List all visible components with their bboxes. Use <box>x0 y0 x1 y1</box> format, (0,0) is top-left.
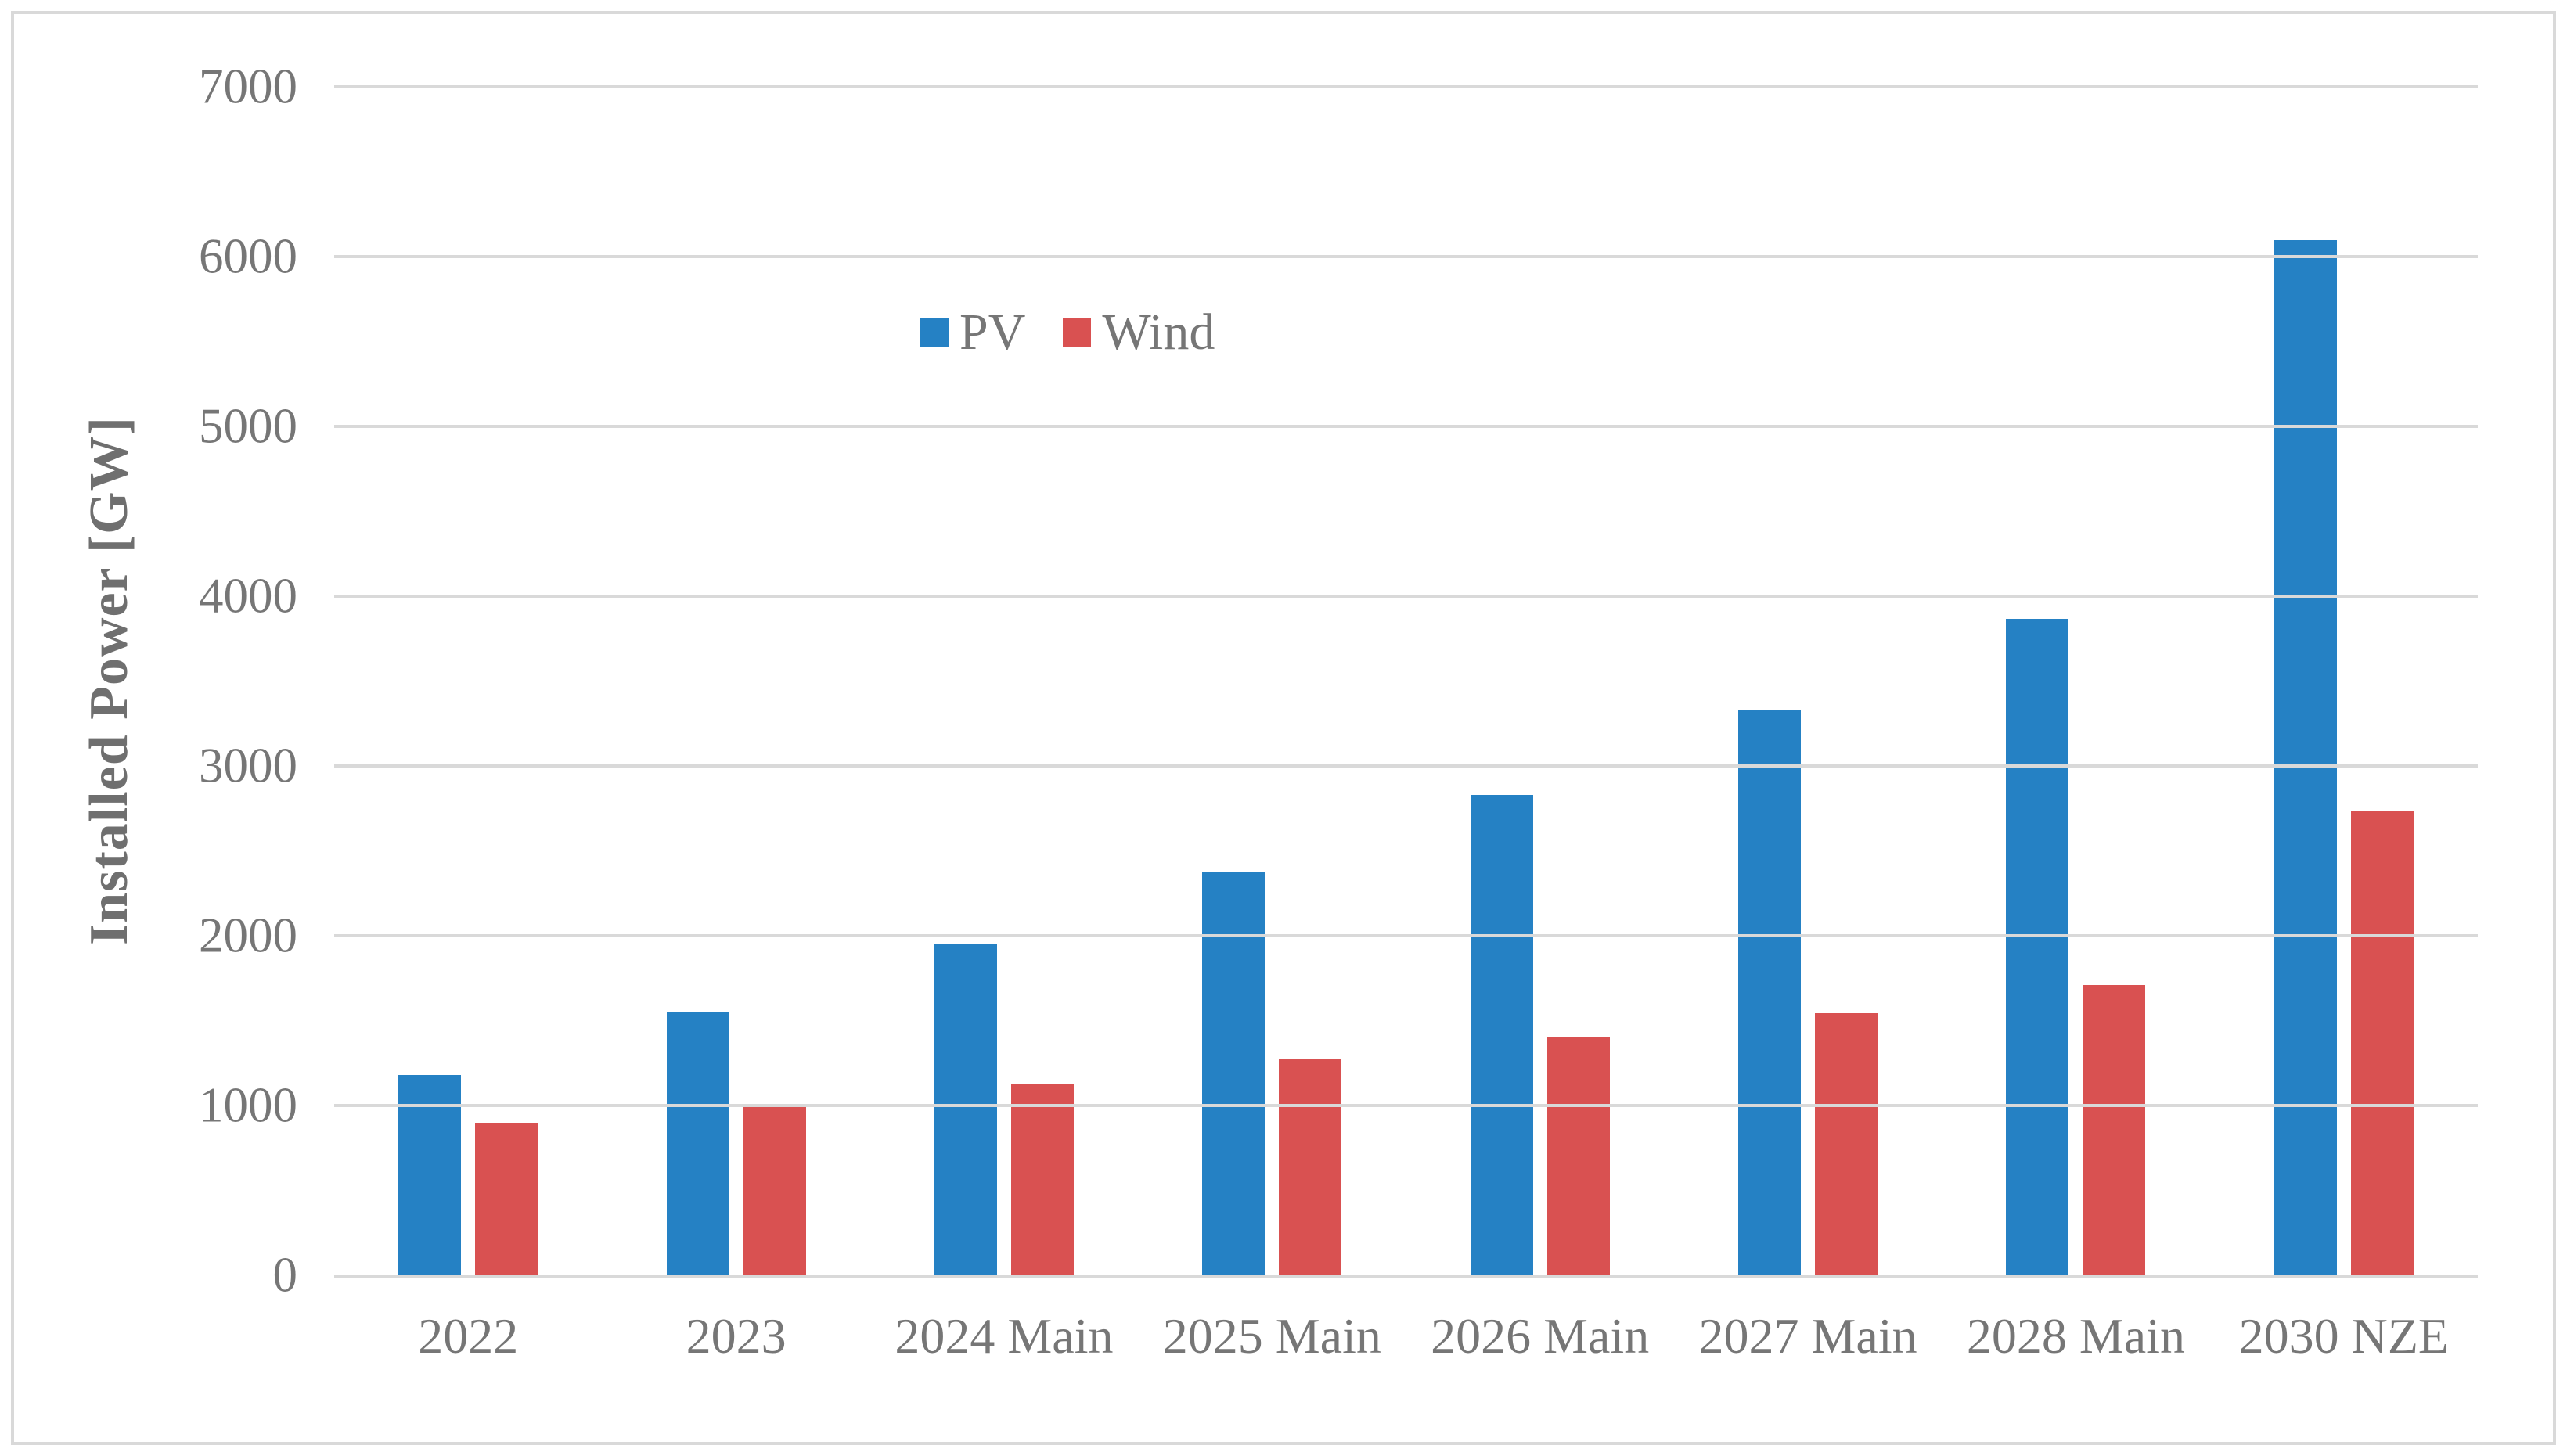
gridline-5000 <box>334 425 2478 428</box>
y-tick-label-5000: 5000 <box>199 398 297 454</box>
gridline-3000 <box>334 764 2478 768</box>
bar-pv-2027 Main <box>1738 710 1802 1275</box>
bar-pv-2025 Main <box>1202 872 1265 1275</box>
bar-wind-2024 Main <box>1010 1084 1074 1275</box>
bar-wind-2027 Main <box>1815 1012 1878 1275</box>
x-tick-label-2026 Main: 2026 Main <box>1431 1308 1650 1364</box>
bar-pv-2030 NZE <box>2274 240 2337 1275</box>
gridline-1000 <box>334 1104 2478 1107</box>
bar-wind-2030 NZE <box>2350 811 2414 1275</box>
bar-group-2028 Main <box>1942 87 2209 1275</box>
x-tick-label-2024 Main: 2024 Main <box>895 1308 1114 1364</box>
bar-wind-2028 Main <box>2083 984 2146 1275</box>
bar-groups <box>334 87 2478 1275</box>
x-tick-label-2022: 2022 <box>418 1308 519 1364</box>
bar-wind-2023 <box>743 1105 806 1275</box>
x-tick-label-2027 Main: 2027 Main <box>1698 1308 1917 1364</box>
bar-pv-2024 Main <box>934 944 997 1275</box>
x-tick-label-2028 Main: 2028 Main <box>1966 1308 2185 1364</box>
x-tick-label-2030 NZE: 2030 NZE <box>2238 1308 2450 1364</box>
legend-label-pv: PV <box>959 304 1026 361</box>
y-tick-label-4000: 4000 <box>199 568 297 624</box>
bar-wind-2026 Main <box>1546 1037 1610 1275</box>
y-tick-label-0: 0 <box>272 1247 298 1303</box>
legend-item-pv: PV <box>920 307 1025 358</box>
legend-label-wind: Wind <box>1102 304 1215 361</box>
bar-group-2022 <box>334 87 602 1275</box>
legend-item-wind: Wind <box>1063 307 1215 358</box>
bar-group-2026 Main <box>1406 87 1674 1275</box>
bar-wind-2022 <box>475 1122 538 1275</box>
plot-area <box>334 85 2478 1278</box>
bar-pv-2022 <box>398 1074 462 1275</box>
gridline-7000 <box>334 85 2478 88</box>
bar-group-2023 <box>602 87 869 1275</box>
bar-pv-2023 <box>666 1012 729 1275</box>
x-axis-tick-labels: 2022 2023 2024 Main 2025 Main 2026 Main 2027 … <box>334 1305 2478 1383</box>
y-tick-label-6000: 6000 <box>199 228 297 284</box>
y-tick-label-2000: 2000 <box>199 908 297 963</box>
bar-pv-2026 Main <box>1470 794 1533 1275</box>
chart-border <box>11 11 2556 1445</box>
y-tick-label-7000: 7000 <box>199 59 297 114</box>
legend-swatch-wind <box>1063 318 1092 347</box>
gridline-4000 <box>334 595 2478 598</box>
x-axis-line <box>334 1275 2478 1278</box>
bar-group-2024 Main <box>870 87 1138 1275</box>
x-tick-label-2025 Main: 2025 Main <box>1162 1308 1381 1364</box>
gridline-2000 <box>334 934 2478 937</box>
legend: PV Wind <box>920 307 1215 358</box>
bar-pv-2028 Main <box>2006 619 2069 1275</box>
bar-wind-2025 Main <box>1279 1059 1342 1275</box>
legend-swatch-pv <box>920 318 949 347</box>
gridline-6000 <box>334 255 2478 258</box>
bar-group-2030 NZE <box>2210 87 2478 1275</box>
y-tick-label-3000: 3000 <box>199 738 297 793</box>
y-tick-label-1000: 1000 <box>199 1077 297 1133</box>
bar-group-2025 Main <box>1138 87 1406 1275</box>
x-tick-label-2023: 2023 <box>686 1308 787 1364</box>
y-axis-tick-labels: 0 1000 2000 3000 4000 5000 6000 7000 <box>125 62 297 1300</box>
bar-group-2027 Main <box>1674 87 1942 1275</box>
